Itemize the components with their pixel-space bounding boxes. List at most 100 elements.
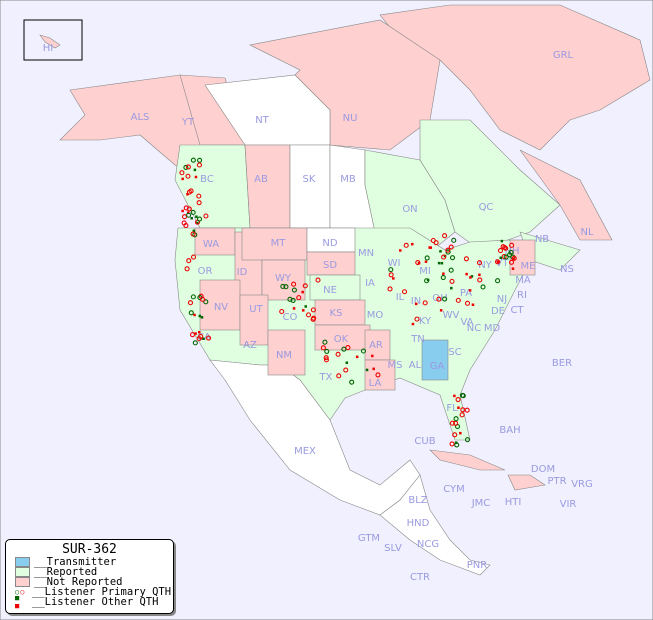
- listener-primary-qth: [388, 272, 394, 278]
- listener-primary-qth: [203, 299, 209, 305]
- listener-other-qth: [417, 261, 421, 265]
- region-label-ms: MS: [388, 360, 403, 371]
- listener-primary-qth: [190, 294, 196, 300]
- listener-primary-qth: [503, 254, 509, 260]
- listener-primary-qth: [414, 316, 420, 322]
- listener-primary-qth: [196, 200, 202, 206]
- region-label-mt: MT: [271, 238, 287, 249]
- legend-title: SUR-362: [62, 542, 117, 557]
- region-label-ky: KY: [419, 316, 432, 327]
- region-label-ncg: NCG: [417, 539, 439, 550]
- listener-primary-qth: [454, 442, 460, 448]
- region-label-wa: WA: [203, 239, 219, 250]
- listener-other-qth: [301, 290, 304, 294]
- region-label-ns: NS: [560, 264, 574, 275]
- region-hi: [39, 34, 61, 49]
- region-label-sk: SK: [303, 174, 316, 185]
- listener-other-qth: [192, 229, 196, 233]
- region-cam: [379, 474, 491, 576]
- listener-primary-qth: [433, 240, 439, 246]
- listener-other-qth: [499, 256, 503, 260]
- listener-other-qth: [355, 355, 359, 359]
- listener-other-qth: [512, 257, 515, 261]
- listener-other-qth: [439, 309, 443, 312]
- region-label-hti: HTI: [505, 497, 522, 508]
- listener-primary-qth: [198, 333, 204, 340]
- listener-primary-qth: [453, 420, 459, 426]
- legend-label: __Listener Other QTH: [32, 596, 159, 608]
- listener-other-qth: [414, 302, 418, 306]
- listener-primary-qth: [476, 260, 483, 266]
- listener-other-qth: [465, 272, 468, 276]
- region-label-mo: MO: [367, 310, 384, 321]
- region-label-nt: NT: [255, 115, 269, 126]
- region-label-gtm: GTM: [358, 533, 380, 544]
- listener-other-qth: [453, 394, 456, 398]
- listener-primary-qth: [375, 372, 381, 378]
- listener-primary-qth: [503, 245, 509, 251]
- state-ut: [239, 294, 269, 346]
- listener-other-qth: [196, 221, 199, 225]
- region-label-vrg: VRG: [571, 479, 593, 490]
- listener-primary-qth: [501, 254, 507, 260]
- region-label-nl: NL: [580, 227, 593, 238]
- listener-primary-qth: [360, 348, 367, 354]
- listener-primary-qth: [310, 307, 316, 313]
- listener-other-qth: [202, 337, 205, 340]
- listener-primary-qth: [185, 164, 191, 170]
- region-label-grl: GRL: [553, 50, 574, 61]
- listener-primary-qth: [283, 284, 289, 290]
- listener-other-qth: [428, 246, 431, 249]
- listener-primary-qth: [422, 300, 428, 306]
- listener-primary-qth: [508, 259, 515, 265]
- state-ga: [421, 339, 449, 381]
- region-label-mi: MI: [419, 266, 431, 277]
- region-label-wy: WY: [275, 273, 292, 284]
- listener-primary-qth: [463, 256, 469, 262]
- listener-primary-qth: [336, 373, 342, 379]
- listener-primary-qth: [196, 193, 202, 199]
- listener-primary-qth: [451, 237, 457, 243]
- region-label-va: VA: [460, 317, 473, 328]
- listener-primary-qth: [291, 281, 297, 287]
- region-label-fl: FL: [446, 403, 458, 414]
- region-label-yt: YT: [181, 117, 195, 128]
- listener-other-qth: [469, 276, 472, 279]
- listener-primary-qth: [186, 206, 192, 212]
- region-label-la: LA: [369, 378, 382, 389]
- legend-not-reported: __Not Reported: [15, 576, 173, 588]
- listener-primary-qth: [196, 162, 202, 168]
- listener-primary-qth: [189, 332, 196, 338]
- listener-primary-qth: [477, 277, 483, 283]
- listener-other-qth: [392, 277, 395, 280]
- primary-qth-marker-icon: ○○: [15, 588, 26, 596]
- listener-other-qth: [459, 431, 462, 435]
- listener-primary-qth: [287, 296, 293, 302]
- region-label-mb: MB: [340, 174, 356, 185]
- region-label-dom: DOM: [531, 464, 555, 475]
- region-label-or: OR: [198, 266, 213, 277]
- listener-primary-qth: [460, 393, 466, 399]
- listener-primary-qth: [440, 275, 446, 281]
- state-ne: [309, 274, 361, 301]
- legend-label: __Listener Primary QTH: [32, 586, 172, 598]
- listener-primary-qth: [449, 278, 455, 284]
- listener-other-qth: [511, 267, 515, 270]
- region-label-az: AZ: [243, 340, 257, 351]
- listener-primary-qth: [441, 254, 447, 260]
- listener-primary-qth: [291, 287, 297, 293]
- region-label-hnd: HND: [407, 518, 430, 529]
- listener-other-qth: [411, 322, 415, 326]
- region-label-ny: NY: [478, 260, 492, 271]
- region-label-nc: NC: [467, 323, 481, 334]
- listener-other-qth: [302, 309, 305, 312]
- listener-primary-qth: [449, 420, 456, 426]
- listener-primary-qth: [388, 267, 394, 273]
- listener-primary-qth: [186, 212, 192, 218]
- listener-other-qth: [186, 193, 189, 196]
- listener-primary-qth: [279, 308, 285, 315]
- listener-other-qth: [190, 217, 193, 220]
- listener-other-qth: [193, 313, 196, 317]
- listener-primary-qth: [403, 242, 409, 248]
